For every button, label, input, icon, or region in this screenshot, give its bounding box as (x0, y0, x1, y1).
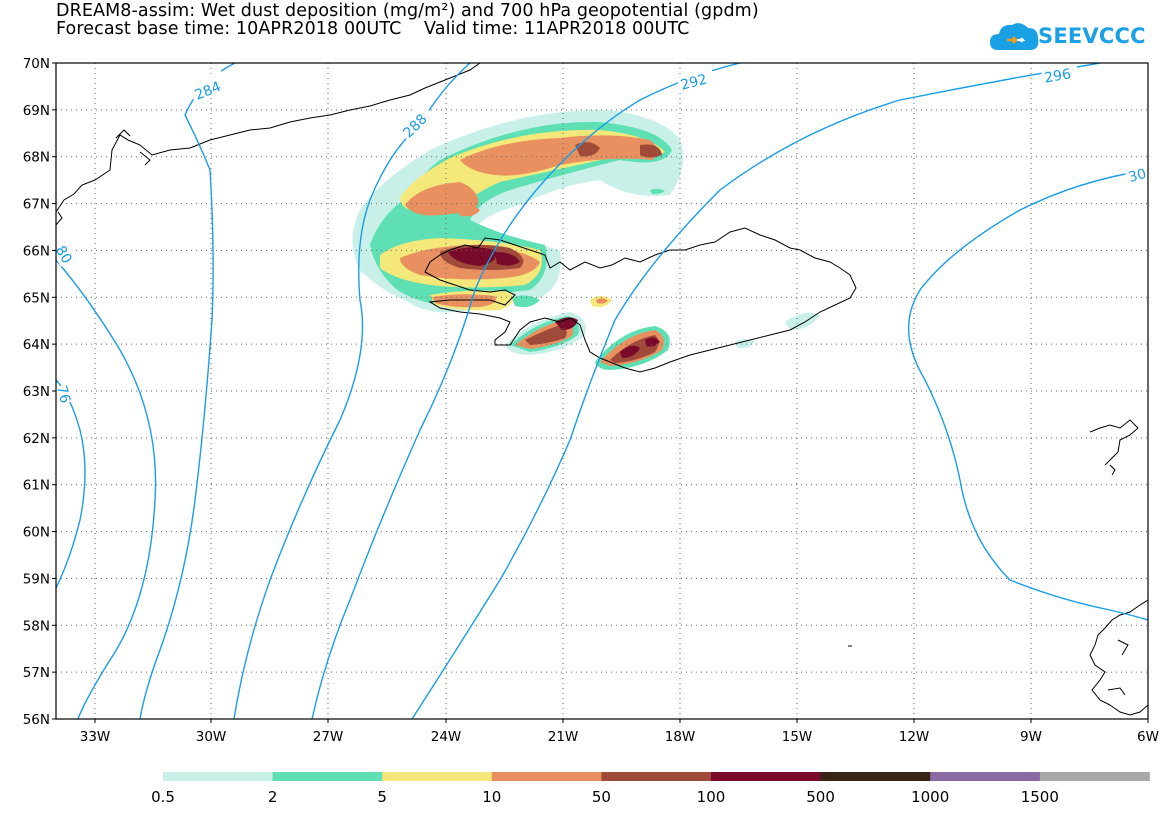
lon-label: 30W (196, 729, 227, 745)
dust-deposition-field (352, 109, 820, 370)
lon-label: 21W (548, 729, 579, 745)
lon-label: 9W (1020, 729, 1042, 745)
graticule (56, 63, 1148, 719)
legend-label: 2 (268, 788, 278, 806)
legend: 0.5 2 5 10 50 100 500 1000 1500 (151, 772, 1150, 806)
legend-swatch (711, 772, 822, 781)
title-line-2: Forecast base time: 10APR2018 00UTC Vali… (56, 19, 690, 39)
lon-label: 6W (1137, 729, 1159, 745)
lat-label: 63N (23, 384, 50, 400)
lon-label: 15W (782, 729, 813, 745)
legend-swatch (382, 772, 493, 781)
legend-swatch (601, 772, 712, 781)
lat-label: 61N (23, 478, 50, 494)
legend-swatch (163, 772, 274, 781)
lat-label: 62N (23, 431, 50, 447)
lat-label: 70N (23, 56, 50, 72)
lat-label: 64N (23, 337, 50, 353)
legend-label: 500 (806, 788, 835, 806)
contour-label-296: 296 (1043, 66, 1072, 86)
lat-label: 66N (23, 243, 50, 259)
lat-label: 69N (23, 103, 50, 119)
contour-label-280: 80 (52, 243, 75, 266)
lon-label: 12W (899, 729, 930, 745)
logo-text: SEEVCCC (1038, 24, 1146, 48)
lon-label: 33W (80, 729, 111, 745)
lat-label: 60N (23, 525, 50, 541)
legend-swatch (820, 772, 931, 781)
legend-swatch (272, 772, 383, 781)
coastlines (56, 63, 1148, 716)
title-line-1: DREAM8-assim: Wet dust deposition (mg/m²… (56, 1, 759, 21)
lat-label: 68N (23, 150, 50, 166)
legend-swatch (930, 772, 1041, 781)
legend-label: 1000 (911, 788, 949, 806)
lon-label: 24W (431, 729, 462, 745)
lat-label: 56N (23, 712, 50, 728)
map-axes: 70N 69N 68N 67N 66N 65N 64N 63N 62N 61N 60N 59N 58N 5… (23, 56, 1159, 745)
lat-label: 58N (23, 618, 50, 634)
cloud-logo-icon (990, 23, 1039, 50)
legend-label: 10 (482, 788, 501, 806)
legend-swatch (1039, 772, 1150, 781)
legend-label: 5 (377, 788, 387, 806)
legend-label: 100 (697, 788, 726, 806)
lat-label: 67N (23, 197, 50, 213)
lat-label: 59N (23, 571, 50, 587)
legend-label: 50 (592, 788, 611, 806)
lon-label: 27W (313, 729, 344, 745)
legend-label: 1500 (1021, 788, 1059, 806)
contour-label-276: 76 (53, 384, 73, 405)
lat-label: 57N (23, 665, 50, 681)
legend-swatch (491, 772, 602, 781)
contour-label-300: 30 (1127, 166, 1148, 186)
lat-label: 65N (23, 290, 50, 306)
legend-label: 0.5 (151, 788, 175, 806)
contour-label-292: 292 (679, 71, 709, 93)
lon-label: 18W (665, 729, 696, 745)
contour-labels: 284 288 292 296 30 80 76 (52, 61, 1151, 406)
